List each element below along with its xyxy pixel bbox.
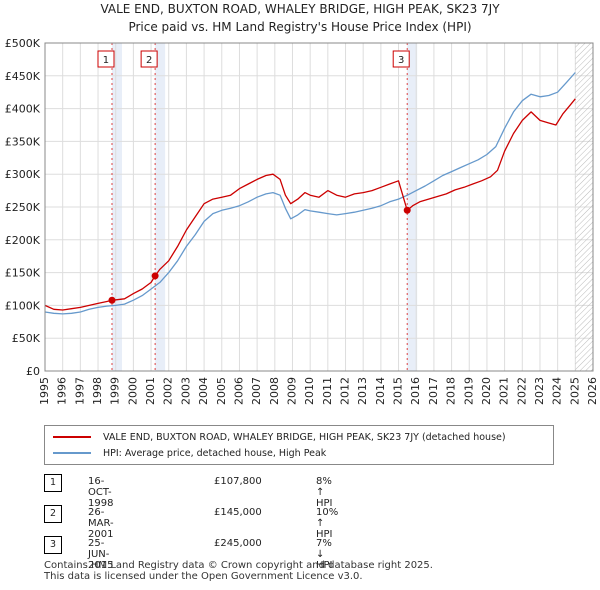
sale-label-number: 2	[146, 55, 152, 66]
sale-marker	[108, 296, 116, 304]
x-tick-label: 2016	[409, 377, 422, 405]
y-tick-label: £0	[26, 365, 40, 378]
sale-marker	[403, 206, 411, 214]
x-tick-label: 2007	[250, 377, 263, 405]
sale-label-number: 3	[398, 55, 404, 66]
legend: VALE END, BUXTON ROAD, WHALEY BRIDGE, HI…	[44, 425, 554, 465]
x-tick-label: 2018	[445, 377, 458, 405]
sale-marker	[151, 272, 159, 280]
legend-line-red	[53, 436, 91, 438]
sale-label-box	[140, 50, 158, 68]
x-tick-label: 2002	[162, 377, 175, 405]
x-tick-label: 2020	[480, 377, 493, 405]
transaction-hpi: 8% ↑ HPI	[316, 476, 333, 509]
transaction-number: 2	[44, 505, 62, 523]
x-tick-label: 2012	[339, 377, 352, 405]
sale-label-box	[392, 50, 410, 68]
x-tick-label: 2017	[427, 377, 440, 405]
transaction-date: 25-JUN-2015	[88, 538, 114, 571]
x-tick-label: 2023	[533, 377, 546, 405]
legend-line-blue	[53, 452, 91, 454]
chart-title: VALE END, BUXTON ROAD, WHALEY BRIDGE, HI…	[100, 2, 500, 16]
transaction-hpi: 10% ↑ HPI	[316, 507, 339, 540]
plot-frame	[44, 42, 594, 372]
x-tick-label: 2009	[285, 377, 298, 405]
x-tick-label: 2024	[551, 377, 564, 405]
sale-label-number: 1	[103, 55, 109, 66]
y-tick-label: £450K	[5, 70, 41, 83]
x-tick-label: 2026	[586, 377, 599, 405]
property-price-line	[44, 98, 576, 311]
x-tick-label: 2019	[462, 377, 475, 405]
x-tick-label: 2006	[232, 377, 245, 405]
x-tick-label: 2022	[515, 377, 528, 405]
hpi-line	[44, 72, 576, 315]
x-tick-label: 1996	[56, 377, 69, 405]
legend-label-property: VALE END, BUXTON ROAD, WHALEY BRIDGE, HI…	[103, 431, 506, 443]
y-tick-label: £100K	[5, 299, 41, 312]
x-tick-label: 2008	[268, 377, 281, 405]
x-tick-label: 1998	[91, 377, 104, 405]
footer-copyright: Contains HM Land Registry data © Crown c…	[44, 560, 433, 571]
y-tick-label: £400K	[5, 103, 41, 116]
x-tick-label: 2013	[356, 377, 369, 405]
transaction-price: £145,000	[214, 507, 262, 518]
x-tick-label: 2021	[498, 377, 511, 405]
footer-licence: This data is licensed under the Open Gov…	[44, 571, 363, 582]
y-tick-label: £50K	[12, 332, 41, 345]
x-tick-label: 2005	[215, 377, 228, 405]
x-tick-label: 2000	[126, 377, 139, 405]
x-tick-label: 2014	[374, 377, 387, 405]
transaction-date: 26-MAR-2001	[88, 507, 114, 540]
x-tick-label: 2015	[392, 377, 405, 405]
legend-label-hpi: HPI: Average price, detached house, High…	[103, 447, 327, 459]
x-tick-label: 2011	[321, 377, 334, 405]
sale-label-box	[97, 50, 115, 68]
y-tick-label: £200K	[5, 234, 41, 247]
x-tick-label: 2010	[303, 377, 316, 405]
x-tick-label: 1999	[109, 377, 122, 405]
transaction-price: £245,000	[214, 538, 262, 549]
legend-item-property: VALE END, BUXTON ROAD, WHALEY BRIDGE, HI…	[53, 430, 506, 444]
x-tick-label: 2004	[197, 377, 210, 405]
future-hatch	[575, 43, 593, 371]
y-tick-label: £500K	[5, 37, 41, 50]
x-tick-label: 2025	[568, 377, 581, 405]
x-tick-label: 2001	[144, 377, 157, 405]
footer: Contains HM Land Registry data © Crown c…	[44, 560, 433, 582]
transaction-number: 1	[44, 474, 62, 492]
price-chart: £0 £50K £100K £150K £200K £250K £300K £350K £400…	[5, 37, 599, 405]
legend-item-hpi: HPI: Average price, detached house, High…	[53, 446, 326, 460]
y-tick-label: £350K	[5, 135, 41, 148]
y-tick-label: £300K	[5, 168, 41, 181]
transaction-hpi: 7% ↓ HPI	[316, 538, 333, 571]
x-tick-label: 1995	[38, 377, 51, 405]
chart-subtitle: Price paid vs. HM Land Registry's House …	[128, 20, 472, 34]
y-tick-label: £250K	[5, 201, 41, 214]
x-tick-label: 2003	[179, 377, 192, 405]
transaction-price: £107,800	[214, 476, 262, 487]
y-tick-label: £150K	[5, 267, 41, 280]
x-tick-label: 1997	[73, 377, 86, 405]
transaction-number: 3	[44, 536, 62, 554]
transaction-date: 16-OCT-1998	[88, 476, 114, 509]
